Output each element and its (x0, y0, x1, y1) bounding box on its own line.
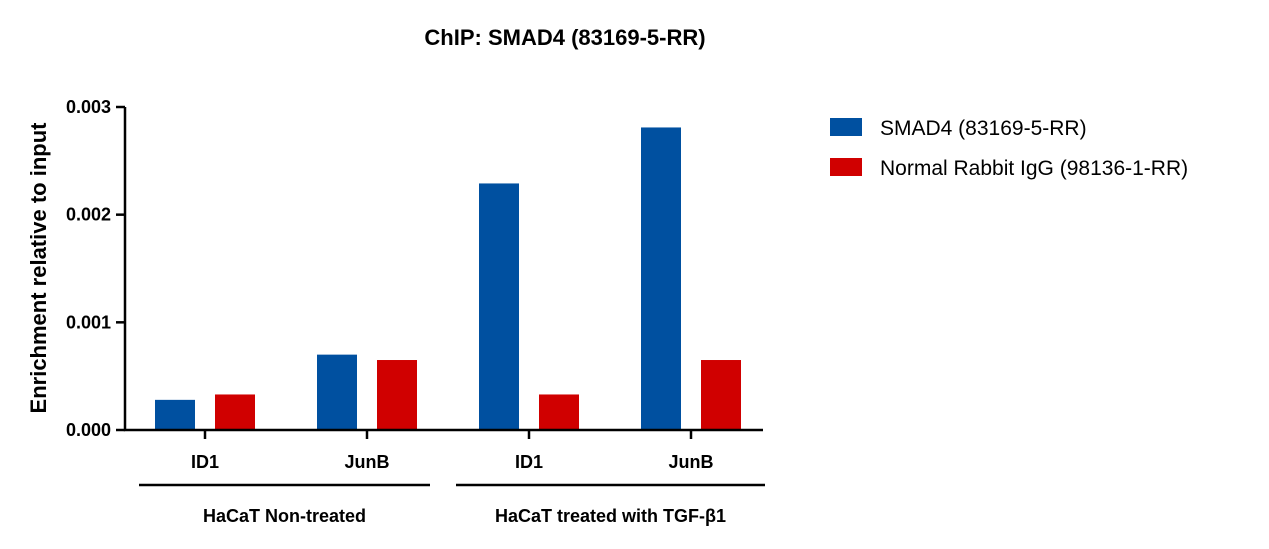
legend-label: Normal Rabbit IgG (98136-1-RR) (880, 157, 1188, 180)
x-axis-categories: ID1 JunB ID1 JunB (191, 430, 714, 472)
bar-smad4 (641, 127, 681, 430)
y-tick-label: 0.001 (66, 312, 111, 332)
legend-label: SMAD4 (83169-5-RR) (880, 117, 1087, 140)
x-category-label: JunB (669, 452, 714, 472)
bar-igg (539, 394, 579, 430)
legend: SMAD4 (83169-5-RR) Normal Rabbit IgG (981… (830, 117, 1188, 180)
bar-smad4 (155, 399, 195, 430)
category-groups: HaCaT Non-treated HaCaT treated with TGF-… (139, 483, 765, 526)
y-axis-label: Enrichment relative to input (26, 122, 51, 414)
bar-igg (701, 360, 741, 430)
y-tick-label: 0.002 (66, 205, 111, 225)
x-category-label: JunB (345, 452, 390, 472)
legend-swatch (830, 118, 862, 136)
group-label: HaCaT treated with TGF-β1 (495, 506, 726, 526)
x-category-label: ID1 (515, 452, 543, 472)
axis-lines (123, 107, 763, 432)
y-tick-label: 0.003 (66, 97, 111, 117)
bar-igg (215, 394, 255, 430)
x-category-label: ID1 (191, 452, 219, 472)
legend-swatch (830, 158, 862, 176)
bar-smad4 (479, 183, 519, 430)
y-axis-ticks: 0.000 0.001 0.002 0.003 (66, 97, 125, 440)
group-label: HaCaT Non-treated (203, 506, 366, 526)
bar-smad4 (317, 354, 357, 430)
bars (155, 127, 741, 430)
chart-title: ChIP: SMAD4 (83169-5-RR) (424, 25, 705, 50)
bar-igg (377, 360, 417, 430)
y-tick-label: 0.000 (66, 420, 111, 440)
